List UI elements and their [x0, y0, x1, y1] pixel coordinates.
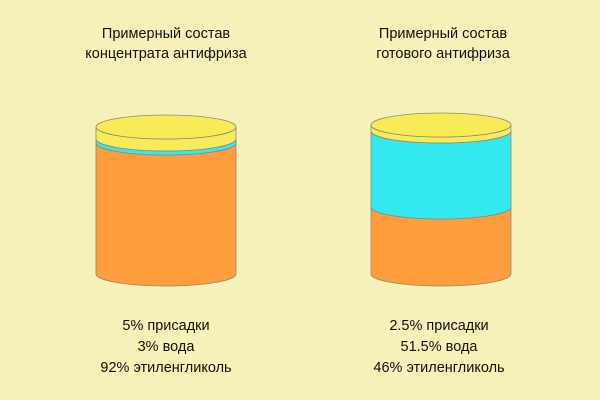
- concentrate-glycol-layer: [95, 142, 237, 287]
- ready-mix-legend: 2.5% присадки 51.5% вода 46% этиленглико…: [289, 316, 589, 379]
- concentrate-title-line-2: концентрата антифриза: [85, 46, 247, 62]
- concentrate-cylinder: [95, 114, 237, 287]
- ready-mix-glycol-label: 46% этиленгликоль: [373, 360, 505, 376]
- concentrate-title-line-1: Примерный состав: [101, 26, 231, 42]
- ready-mix-cylinder: [370, 112, 512, 287]
- ready-mix-title-line-2: готового антифриза: [376, 46, 510, 62]
- concentrate-legend: 5% присадки 3% вода 92% этиленгликоль: [16, 316, 316, 379]
- concentrate-glycol-label: 92% этиленгликоль: [100, 360, 232, 376]
- ready-mix-title-line-1: Примерный состав: [378, 26, 508, 42]
- concentrate-top-surface: [95, 114, 237, 140]
- ready-mix-top-surface: [370, 112, 512, 138]
- concentrate-diagram: Примерный состав концентрата антифриза 5…: [16, 0, 316, 400]
- concentrate-water-label: 3% вода: [137, 339, 195, 355]
- ready-mix-water-layer: [370, 130, 512, 220]
- ready-mix-title: Примерный состав готового антифриза: [293, 24, 593, 64]
- ready-mix-water-label: 51.5% вода: [400, 339, 478, 355]
- ready-mix-additives-label: 2.5% присадки: [389, 318, 489, 334]
- ready-mix-diagram: Примерный состав готового антифриза 2.5%…: [293, 0, 593, 400]
- concentrate-additives-label: 5% присадки: [122, 318, 210, 334]
- concentrate-title: Примерный состав концентрата антифриза: [16, 24, 316, 64]
